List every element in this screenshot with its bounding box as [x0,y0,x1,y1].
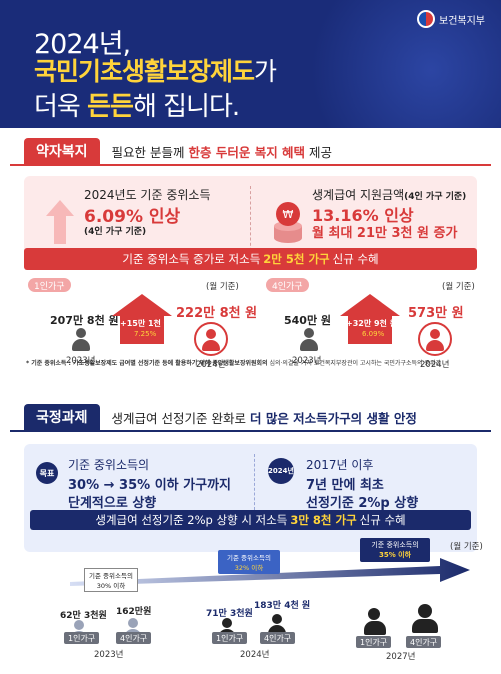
since-line1: 2017년 이후 [306,458,374,472]
coin-stack-icon: ₩ [274,202,302,243]
section1-tabbar: 약자복지 필요한 분들께 한층 두터운 복지 혜택 제공 [10,138,491,166]
g4-pct: 6.09% [362,330,385,338]
g4-year1: 2024년 [420,360,450,370]
tag-4person: 4인가구 [406,636,442,648]
year-badge: 2024년 [268,458,294,484]
new-beneficiaries-bar-2: 생계급여 선정기준 2%p 상향 시 저소득 3만 8천 가구 신규 수혜 [30,510,471,530]
goal-line1: 기준 중위소득의 [68,458,150,472]
unit-label-timeline: (월 기준) [450,542,483,552]
goal-line3: 단계적으로 상향 [68,496,157,511]
person-red-icon [418,322,452,356]
goal-line2: 30% → 35% 이하 가구까지 [68,478,231,493]
goal-badge: 목표 [36,462,58,484]
g1-year0: 2023년 [66,356,96,366]
section1-desc: 필요한 분들께 한층 두터운 복지 혜택 제공 [111,144,333,160]
box-divider [250,186,251,256]
person-icon [362,608,388,636]
tag-1person: 1인가구 [64,632,100,644]
box-divider [254,454,255,510]
tl-year-2024: 2024년 [240,650,270,660]
g4-year0: 2023년 [292,356,322,366]
tl-year-2023: 2023년 [94,650,124,660]
g1-diff: +15만 1천 원 [120,319,172,328]
section2-tab: 국정과제 [24,404,100,430]
arrow-up-icon [46,200,74,244]
house-up-icon [112,294,172,344]
median-income-value: 6.09% 인상 [84,207,181,227]
callout-2023: 기준 중위소득의 30% 이하 [84,568,138,592]
g4-diff: +32만 9천 원 [346,319,398,328]
median-income-sub: (4인 가구 기준) [84,227,147,237]
tl-2023-1p: 62만 3천원 [60,611,107,621]
livelihood-title: 생계급여 지원금액(4인 가구 기준) [312,188,467,202]
government-emblem-icon [417,10,435,28]
g4-before: 540만 원 [284,314,332,327]
ministry-logo: 보건복지부 [417,10,485,28]
median-income-title: 2024년도 기준 중위소득 [84,188,211,202]
g1-year1: 2024년 [196,360,226,370]
livelihood-value: 13.16% 인상 [312,206,414,225]
person-icon [410,604,440,634]
section2-desc: 생계급여 선정기준 완화로 더 많은 저소득가구의 생활 안정 [111,410,417,426]
tag-4person: 4인가구 [260,632,296,644]
person-icon [70,328,92,352]
tl-2024-1p: 71만 3천원 [206,609,253,619]
timeline-arrow-icon [70,558,470,586]
g1-before: 207만 8천 원 [50,314,119,327]
house-up-icon [340,294,400,344]
title-line3: 더욱 든든해 집니다. [34,92,240,122]
svg-text:₩: ₩ [283,208,294,221]
g1-pct: 7.25% [134,330,157,338]
tl-2023-4p: 162만원 [116,607,152,617]
tl-year-2027: 2027년 [386,652,416,662]
livelihood-increase: 월 최대 21만 3천 원 증가 [312,226,458,241]
person-icon [298,328,320,352]
callout-2024: 기준 중위소득의 32% 이하 [218,550,280,574]
since-line3: 선정기준 2%p 상향 [306,496,419,511]
section-national-task: 국정과제 생계급여 선정기준 완화로 더 많은 저소득가구의 생활 안정 목표 … [10,398,491,662]
tag-4person: 4인가구 [116,632,152,644]
g4-after: 573만 원 [408,306,464,321]
tag-1person: 1인가구 [28,278,71,292]
g1-after: 222만 8천 원 [176,306,258,321]
new-beneficiaries-bar: 기준 중위소득 증가로 저소득 2만 5천 가구 신규 수혜 [24,248,477,270]
unit-label-right: (월 기준) [442,282,475,292]
tag-4person: 4인가구 [266,278,309,292]
header-banner: 보건복지부 2024년, 국민기초생활보장제도가 더욱 든든해 집니다. [0,0,501,128]
ministry-name: 보건복지부 [439,15,485,27]
section1-tab: 약자복지 [24,138,100,164]
callout-2027: 기준 중위소득의 35% 이하 [360,538,430,562]
goal-box: 목표 기준 중위소득의 30% → 35% 이하 가구까지 단계적으로 상향 2… [24,444,477,552]
since-line2: 7년 만에 최초 [306,478,384,493]
unit-label-left: (월 기준) [206,282,239,292]
tl-2024-4p: 183만 4천 원 [254,601,311,611]
tag-1person: 1인가구 [212,632,248,644]
footnote: * 기준 중위소득 : 기초생활보장제도 급여별 선정기준 등에 활용하기 위해… [26,360,441,367]
section-weak-welfare: 약자복지 필요한 분들께 한층 두터운 복지 혜택 제공 2024년도 기준 중… [10,132,491,372]
section2-tabbar: 국정과제 생계급여 선정기준 완화로 더 많은 저소득가구의 생활 안정 [10,404,491,432]
tag-1person: 1인가구 [356,636,392,648]
person-red-icon [194,322,228,356]
header-glow [301,0,501,128]
title-line2: 국민기초생활보장제도가 [34,57,277,86]
title-line1: 2024년, [34,29,131,60]
